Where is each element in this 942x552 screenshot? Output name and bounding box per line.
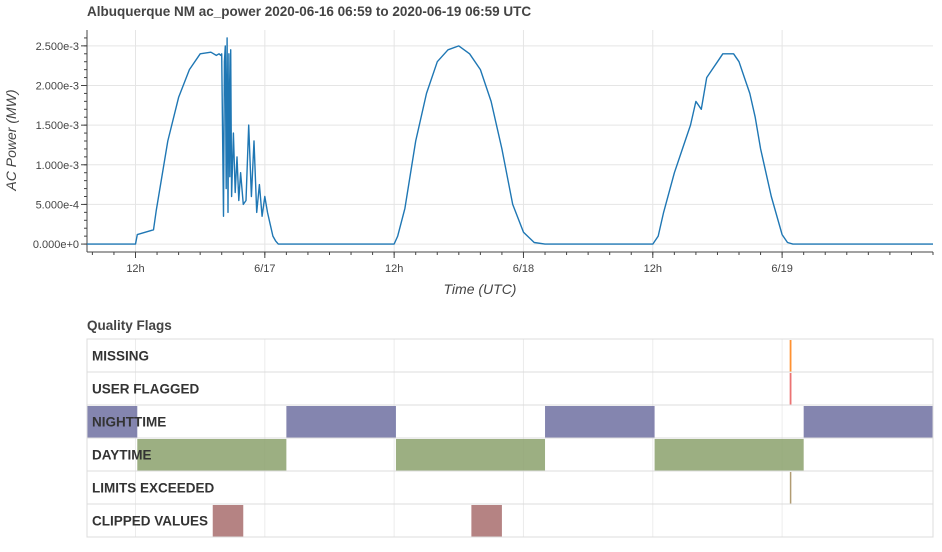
flag-interval xyxy=(803,406,933,438)
flag-row-limits-exceeded: LIMITS EXCEEDED xyxy=(87,472,933,505)
flag-row-label: MISSING xyxy=(92,349,149,364)
series-line xyxy=(87,37,933,245)
flag-interval xyxy=(286,406,396,438)
flag-row-nighttime: NIGHTTIME xyxy=(87,406,933,439)
flags-title: Quality Flags xyxy=(87,318,172,333)
x-axis: 12h 6/17 12h 6/18 12h 6/19 xyxy=(87,251,934,275)
flags-frame xyxy=(86,338,934,538)
x-tick-label: 6/19 xyxy=(771,263,792,275)
flag-row-label: NIGHTTIME xyxy=(92,415,166,430)
flag-interval xyxy=(87,406,138,438)
flag-row-user-flagged: USER FLAGGED xyxy=(87,373,933,406)
y-axis: 0.000e+0 5.000e-4 1.000e-3 1.500e-3 2.000e-3… xyxy=(33,30,88,252)
gridlines xyxy=(87,30,933,252)
flag-row-label: LIMITS EXCEEDED xyxy=(92,481,215,496)
flag-row-label: USER FLAGGED xyxy=(92,382,200,397)
chart-title: Albuquerque NM ac_power 2020-06-16 06:59… xyxy=(87,4,531,19)
y-tick-label: 2.500e-3 xyxy=(36,41,79,53)
flag-interval xyxy=(654,439,804,471)
x-tick-label: 6/18 xyxy=(513,263,534,275)
flag-interval xyxy=(212,505,244,537)
flag-interval xyxy=(395,439,546,471)
flag-row-label: CLIPPED VALUES xyxy=(92,514,208,529)
flag-row-missing: MISSING xyxy=(87,340,933,373)
flag-row-daytime: DAYTIME xyxy=(87,439,933,472)
y-tick-label: 1.500e-3 xyxy=(36,120,79,132)
x-tick-label: 12h xyxy=(385,263,403,275)
x-tick-label: 12h xyxy=(644,263,662,275)
y-tick-label: 1.000e-3 xyxy=(36,160,79,172)
flag-interval xyxy=(789,472,792,504)
y-tick-label: 5.000e-4 xyxy=(36,199,79,211)
flag-interval xyxy=(789,340,792,372)
flag-row-label: DAYTIME xyxy=(92,448,152,463)
x-tick-label: 6/17 xyxy=(254,263,275,275)
y-tick-label: 0.000e+0 xyxy=(33,239,79,251)
flag-interval xyxy=(137,439,287,471)
flag-interval xyxy=(789,373,792,405)
x-axis-label: Time (UTC) xyxy=(444,281,517,297)
flag-row-clipped-values: CLIPPED VALUES xyxy=(87,505,933,538)
y-tick-label: 2.000e-3 xyxy=(36,81,79,93)
flag-interval xyxy=(545,406,655,438)
quality-flags-panel: MISSING USER FLAGGED NIGHTTIME DAYTIME LIMIT… xyxy=(86,338,934,538)
x-tick-label: 12h xyxy=(126,263,144,275)
y-axis-label: AC Power (MW) xyxy=(3,89,19,191)
flag-interval xyxy=(471,505,502,537)
